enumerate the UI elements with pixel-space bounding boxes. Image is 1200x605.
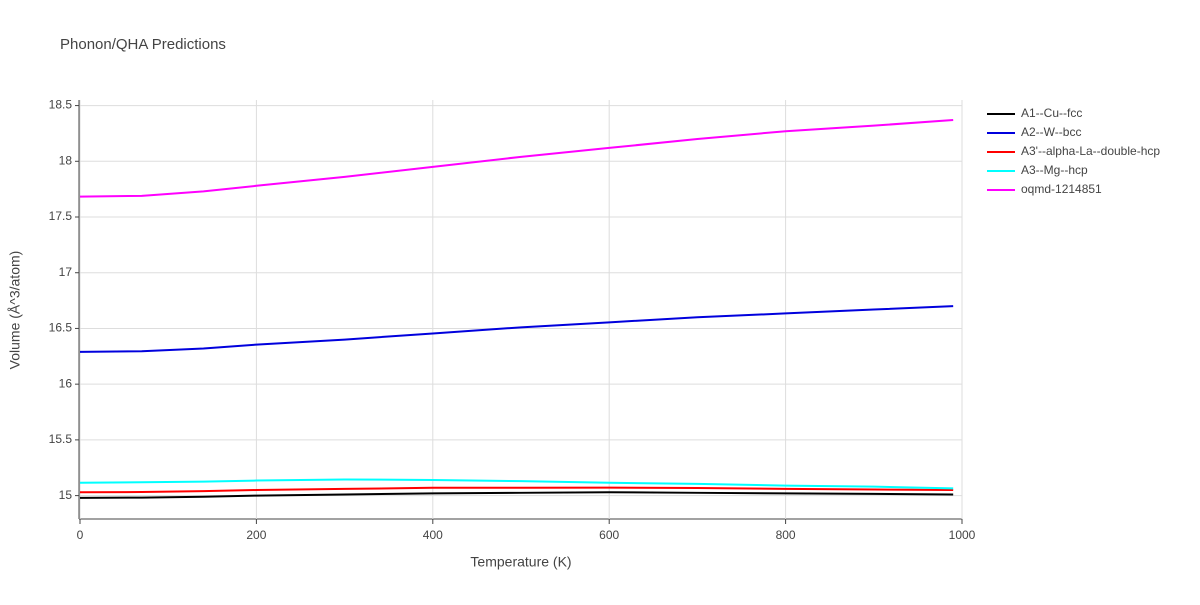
legend-label: A3--Mg--hcp bbox=[1021, 163, 1088, 177]
series-line bbox=[79, 119, 954, 198]
legend-label: oqmd-1214851 bbox=[1021, 182, 1102, 196]
x-tick-label: 800 bbox=[776, 528, 796, 542]
legend-label: A2--W--bcc bbox=[1021, 125, 1081, 139]
x-tick-label: 400 bbox=[423, 528, 443, 542]
x-tick-label: 1000 bbox=[949, 528, 976, 542]
series-line bbox=[79, 478, 954, 490]
chart-title: Phonon/QHA Predictions bbox=[60, 36, 226, 53]
x-tick-label: 600 bbox=[599, 528, 619, 542]
y-axis-label: Volume (Å^3/atom) bbox=[7, 251, 23, 370]
y-tick-label: 15.5 bbox=[49, 432, 73, 446]
x-tick-label: 200 bbox=[246, 528, 266, 542]
y-tick-label: 17 bbox=[59, 265, 73, 279]
y-tick-label: 17.5 bbox=[49, 209, 73, 223]
series-line bbox=[79, 486, 954, 494]
y-tick-label: 18 bbox=[59, 153, 73, 167]
y-tick-label: 16.5 bbox=[49, 321, 73, 335]
x-axis-label: Temperature (K) bbox=[470, 554, 571, 570]
y-tick-label: 16 bbox=[59, 376, 73, 390]
series-line bbox=[79, 491, 954, 499]
x-tick-label: 0 bbox=[77, 528, 84, 542]
y-tick-label: 18.5 bbox=[49, 98, 73, 112]
legend-label: A3'--alpha-La--double-hcp bbox=[1021, 144, 1160, 158]
series-line bbox=[79, 305, 954, 353]
legend-label: A1--Cu--fcc bbox=[1021, 106, 1082, 120]
y-tick-label: 15 bbox=[59, 488, 73, 502]
